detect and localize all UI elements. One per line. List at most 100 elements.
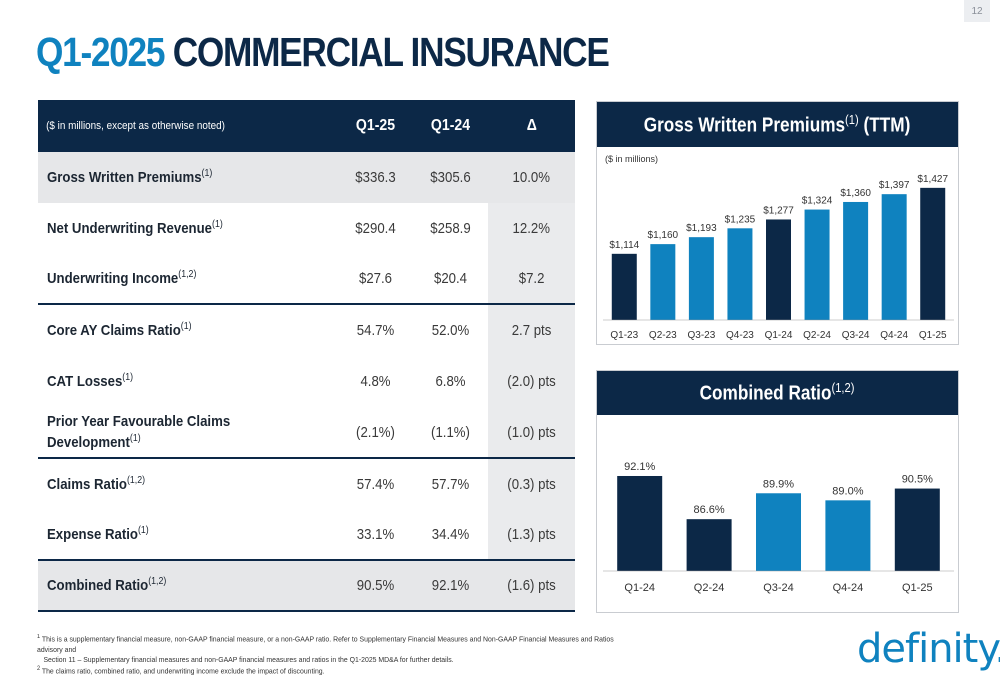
bar (894, 488, 940, 571)
data-label: $1,114 (609, 240, 639, 251)
bar (617, 475, 663, 571)
x-tick-label: Q1-25 (919, 330, 947, 341)
table-header-delta: Δ (488, 100, 575, 152)
row-label: Expense Ratio(1) (47, 525, 149, 544)
x-tick-label: Q2-24 (803, 330, 831, 341)
cell-q125: $336.3 (355, 169, 396, 186)
gwp-chart-panel: Gross Written Premiums(1) (TTM) ($ in mi… (596, 101, 959, 345)
data-label: 86.6% (693, 504, 724, 516)
x-tick-label: Q4-24 (880, 330, 908, 341)
cell-q125: $290.4 (355, 220, 396, 237)
cell-delta: $7.2 (488, 254, 575, 303)
gwp-chart: ($ in millions) $1,114 Q1-23 $1,160 Q2-23 $1,… (603, 154, 954, 341)
cell-q125: (2.1%) (356, 423, 395, 441)
cell-delta: 10.0% (488, 152, 575, 203)
cell-delta: (1.0) pts (488, 407, 575, 457)
x-tick-label: Q2-24 (694, 582, 725, 594)
table-header: ($ in millions, except as otherwise note… (38, 100, 575, 152)
cell-q124: 57.7% (431, 476, 470, 493)
x-tick-label: Q2-23 (649, 330, 677, 341)
cell-q124: $20.4 (433, 270, 468, 287)
row-label: Combined Ratio(1,2) (47, 576, 167, 595)
row-label: Underwriting Income(1,2) (47, 269, 197, 288)
footnote-1: 1 This is a supplementary financial meas… (37, 634, 614, 654)
page-title-main: COMMERCIAL INSURANCE (172, 29, 610, 75)
cell-q124: $305.6 (430, 169, 471, 186)
table-row: Expense Ratio(1) 33.1% 34.4% (1.3) pts (38, 510, 575, 561)
cell-q124: 34.4% (431, 526, 470, 543)
data-label: 89.9% (763, 478, 794, 490)
bar (686, 519, 732, 571)
cell-q125: 4.8% (360, 373, 391, 390)
table-header-note: ($ in millions, except as otherwise note… (46, 120, 225, 132)
row-label: Core AY Claims Ratio(1) (47, 321, 192, 340)
footnotes: 1 This is a supplementary financial meas… (37, 633, 626, 677)
cr-chart-title-sup: (1,2) (831, 380, 855, 396)
cell-q124: (1.1%) (431, 423, 470, 441)
table-row: Net Underwriting Revenue(1) $290.4 $258.… (38, 203, 575, 254)
cr-chart-title: Combined Ratio (700, 382, 832, 405)
table-row: Prior Year Favourable Claims Development(… (38, 407, 575, 459)
delta-symbol: Δ (526, 117, 537, 134)
cell-delta: (1.6) pts (488, 561, 575, 610)
page-number: 12 (964, 0, 990, 22)
bar (727, 228, 753, 320)
x-tick-label: Q1-24 (624, 582, 655, 594)
data-label: $1,397 (879, 180, 910, 191)
cell-delta: (1.3) pts (488, 510, 575, 559)
y-axis-label: ($ in millions) (605, 154, 658, 164)
cell-q124: 6.8% (435, 373, 466, 390)
cell-delta: (2.0) pts (488, 356, 575, 407)
cell-q124: $258.9 (430, 220, 471, 237)
cr-chart-header: Combined Ratio(1,2) (597, 371, 958, 415)
row-label: Net Underwriting Revenue(1) (47, 219, 223, 238)
data-label: $1,360 (840, 188, 871, 199)
table-row: Gross Written Premiums(1) $336.3 $305.6 … (38, 152, 575, 203)
x-tick-label: Q4-23 (726, 330, 754, 341)
metrics-table: ($ in millions, except as otherwise note… (38, 100, 575, 612)
bar (804, 209, 830, 320)
gwp-chart-header: Gross Written Premiums(1) (TTM) (597, 102, 958, 147)
cell-q124: 92.1% (431, 577, 470, 594)
cell-q124: 52.0% (431, 322, 470, 339)
data-label: $1,324 (802, 196, 833, 207)
data-label: 90.5% (902, 474, 933, 486)
definity-logo: definity. (857, 626, 1000, 672)
data-label: 89.0% (832, 485, 863, 497)
x-tick-label: Q3-23 (687, 330, 715, 341)
data-label: $1,427 (917, 174, 948, 185)
data-label: $1,160 (648, 230, 679, 241)
bar (843, 201, 869, 320)
data-label: $1,235 (725, 214, 756, 225)
data-label: 92.1% (624, 461, 655, 473)
table-row: Underwriting Income(1,2) $27.6 $20.4 $7.… (38, 254, 575, 305)
bar (611, 253, 637, 320)
page-title: Q1-2025 COMMERCIAL INSURANCE (36, 28, 610, 77)
row-label: Prior Year Favourable Claims Development(… (47, 413, 231, 451)
cell-q125: $27.6 (358, 270, 393, 287)
cell-q125: 57.4% (356, 476, 395, 493)
footnote-2: 2 The claims ratio, combined ratio, and … (37, 665, 325, 676)
cell-delta: 12.2% (488, 203, 575, 254)
gwp-chart-title-sup: (1) (845, 111, 860, 127)
page-title-accent: Q1-2025 (36, 29, 165, 75)
bar (766, 219, 791, 320)
cell-delta: (0.3) pts (488, 459, 575, 510)
x-tick-label: Q1-25 (902, 582, 933, 594)
cell-delta: 2.7 pts (488, 305, 575, 356)
cell-q125: 90.5% (356, 577, 395, 594)
row-label: Gross Written Premiums(1) (47, 168, 213, 187)
bar (825, 500, 871, 571)
cell-q125: 54.7% (356, 322, 395, 339)
cell-q125: 33.1% (356, 526, 395, 543)
table-row: CAT Losses(1) 4.8% 6.8% (2.0) pts (38, 356, 575, 407)
cr-chart: 92.1% Q1-24 86.6% Q2-24 89.9% Q3-24 89.0% Q4-24… (603, 461, 954, 594)
table-header-q124: Q1-24 (430, 117, 471, 134)
footnote-1-cont: Section 11 – Supplementary financial mea… (43, 654, 454, 664)
x-tick-label: Q1-24 (765, 330, 793, 341)
data-label: $1,193 (686, 223, 717, 234)
row-label: CAT Losses(1) (47, 372, 134, 391)
x-tick-label: Q3-24 (842, 330, 870, 341)
gwp-chart-title-suffix: (TTM) (863, 114, 911, 137)
bar (650, 244, 676, 320)
